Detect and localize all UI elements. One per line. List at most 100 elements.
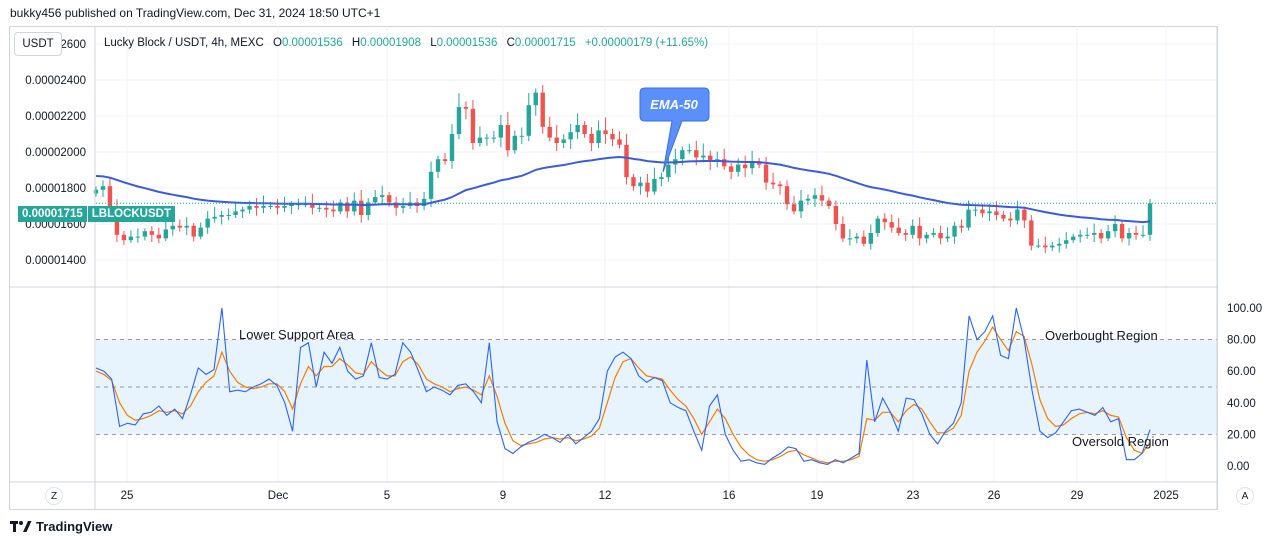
candle-body <box>373 197 378 203</box>
candle-body <box>987 211 992 214</box>
candle-body <box>505 125 511 151</box>
candle-body <box>114 209 120 235</box>
candle-body <box>1022 209 1027 221</box>
rsi-tick-label: 0.00 <box>1227 461 1249 473</box>
candle-body <box>93 189 99 194</box>
candle-body <box>763 164 769 183</box>
legend-o-label: O <box>273 37 282 49</box>
candle-body <box>463 107 469 109</box>
candle-body <box>554 137 559 143</box>
time-tick-label: 29 <box>1071 490 1084 502</box>
candle-body <box>128 236 134 241</box>
ema-50-line <box>95 155 1151 224</box>
candle-body <box>261 206 266 208</box>
candle-body <box>652 179 657 192</box>
unit-selector[interactable]: USDT <box>14 32 62 56</box>
candle-body <box>421 198 427 206</box>
price-tick-label: 0.00002000 <box>25 147 86 159</box>
rsi-tick-label: 40.00 <box>1227 398 1256 410</box>
candle-body <box>386 195 392 203</box>
candle-body <box>708 155 713 161</box>
overbought-label: Overbought Region <box>1045 328 1158 343</box>
candles <box>93 85 1153 254</box>
candle-body <box>191 225 196 237</box>
candle-body <box>589 134 594 143</box>
oversold-label: Oversold Region <box>1072 434 1169 449</box>
candle-body <box>1008 218 1013 221</box>
candle-body <box>875 218 880 233</box>
candle-body <box>268 206 273 207</box>
candle-body <box>275 206 280 208</box>
candle-body <box>742 164 748 169</box>
candle-body <box>470 108 476 143</box>
candle-body <box>833 206 839 224</box>
time-tick-label: 2025 <box>1153 490 1179 502</box>
candle-body <box>945 236 950 239</box>
candle-body <box>861 236 867 244</box>
publish-header: bukky456 published on TradingView.com, D… <box>10 6 381 20</box>
candle-body <box>254 206 259 208</box>
candle-body <box>749 162 755 169</box>
candle-body <box>666 164 671 178</box>
candle-body <box>198 227 203 237</box>
legend-close: 0.00001715 <box>515 37 576 49</box>
candle-body <box>617 139 622 145</box>
tradingview-logo[interactable]: TradingView <box>10 519 112 534</box>
candle-body <box>310 204 315 208</box>
candle-body <box>540 92 545 127</box>
candle-body <box>728 166 734 172</box>
candle-body <box>149 231 155 235</box>
candle-body <box>379 195 385 197</box>
candle-body <box>966 209 971 228</box>
candle-body <box>121 234 127 241</box>
candle-body <box>596 130 601 143</box>
candle-body <box>498 125 504 138</box>
candle-body <box>735 164 741 172</box>
rsi-axis-labels: 100.00 80.00 60.00 40.00 20.00 0.00 <box>1227 303 1262 473</box>
candle-body <box>226 215 231 216</box>
rsi-tick-label: 100.00 <box>1227 303 1262 315</box>
candle-body <box>289 204 294 206</box>
candle-body <box>1126 233 1132 239</box>
candle-body <box>687 150 692 152</box>
candle-body <box>680 150 685 160</box>
candle-body <box>1036 245 1041 247</box>
candle-body <box>638 182 643 187</box>
candle-body <box>610 134 615 140</box>
candle-body <box>631 177 636 187</box>
price-tick-label: 0.00001800 <box>25 183 86 195</box>
candle-body <box>338 202 343 212</box>
auto-scale-button[interactable]: A <box>1236 487 1254 505</box>
candle-body <box>1001 215 1006 219</box>
candle-body <box>694 150 699 158</box>
candle-body <box>1140 234 1146 236</box>
legend-change: +0.00000179 (+11.65%) <box>585 37 708 49</box>
price-tick-label: 0.00002400 <box>25 75 86 87</box>
candle-body <box>184 225 189 228</box>
candle-body <box>840 224 846 239</box>
candle-body <box>910 225 915 235</box>
candle-body <box>1098 233 1104 239</box>
candle-body <box>526 105 531 136</box>
candle-body <box>798 200 804 212</box>
candle-body <box>770 182 776 185</box>
candle-body <box>449 134 455 161</box>
candle-body <box>1084 234 1090 236</box>
candle-body <box>1064 240 1069 244</box>
time-tick-label: 19 <box>811 490 824 502</box>
candle-body <box>219 215 224 217</box>
candle-body <box>819 195 825 201</box>
candle-body <box>247 206 252 210</box>
zoom-button[interactable]: Z <box>45 487 63 505</box>
candle-body <box>1043 245 1048 248</box>
candle-body <box>1029 220 1034 246</box>
last-price-value: 0.00001715 <box>18 206 87 222</box>
candle-body <box>1147 203 1153 235</box>
price-tick-label: 0.00001600 <box>25 219 86 231</box>
candle-body <box>1105 231 1111 239</box>
candle-body <box>777 184 783 187</box>
candle-body <box>1091 233 1097 235</box>
rsi-ma-line <box>95 325 1151 464</box>
candle-body <box>1071 236 1076 241</box>
